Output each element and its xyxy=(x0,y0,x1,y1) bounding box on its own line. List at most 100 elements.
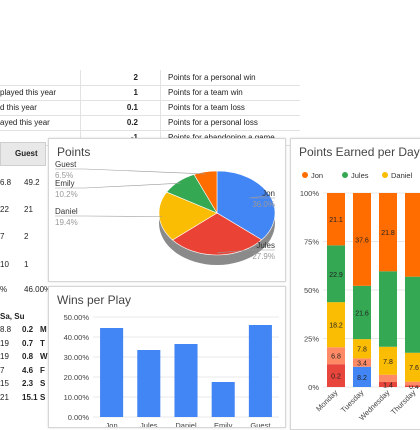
lower-cell: 15 xyxy=(0,379,9,388)
bar-y-tick: 10.00% xyxy=(64,393,90,402)
rule-row[interactable]: d this year 0.1 Points for a team loss xyxy=(0,100,300,116)
stack-segment-jules xyxy=(327,245,345,303)
stack-segment-jules xyxy=(379,271,397,347)
left-cell: 46.00% xyxy=(24,285,52,294)
lower-cell: 15.1 xyxy=(22,392,38,402)
stack-segment-jon xyxy=(405,193,420,277)
stack-data-label: 37.6 xyxy=(355,237,369,244)
pie-label: Jules xyxy=(256,241,275,250)
stack-data-label: 0.2 xyxy=(331,374,341,381)
left-cell: 2 xyxy=(24,232,29,241)
lower-cell: F xyxy=(40,365,45,375)
stack-segment-guest xyxy=(405,385,420,387)
guest-header-label: Guest xyxy=(15,149,38,158)
stack-segment-jules xyxy=(405,276,420,353)
grid-line xyxy=(80,70,81,140)
stack-segment-jon xyxy=(379,193,397,272)
bar-emily xyxy=(211,382,235,417)
lower-cell: 2.3 xyxy=(22,379,34,388)
stack-segment-jon xyxy=(327,193,345,246)
stack-data-label: 3.4 xyxy=(357,361,367,368)
rule-value: 0.2 xyxy=(126,118,138,127)
stack-segment-guest xyxy=(327,364,345,387)
wins-per-play-panel[interactable]: Wins per Play 0.00% 10.00% 20.00% 30.00% 40.… xyxy=(48,286,286,428)
stack-data-label: 7.8 xyxy=(383,359,393,366)
stack-y-tick: 75% xyxy=(304,238,319,247)
bar-x-tick: Jon xyxy=(106,421,118,427)
bar-y-tick: 30.00% xyxy=(64,353,90,362)
stack-segment-other xyxy=(379,374,397,382)
pie-leader-line xyxy=(248,195,275,199)
pie-slice-guest xyxy=(193,170,218,215)
pie-label: Jon xyxy=(262,189,275,198)
rule-row[interactable]: played this year 1 Points for a team win xyxy=(0,85,300,101)
rule-value: 2 xyxy=(133,73,138,82)
lower-cell: W xyxy=(40,352,48,361)
rule-description: Points for a team loss xyxy=(168,103,245,112)
stack-data-label: 8.2 xyxy=(357,375,367,382)
stack-segment-daniel xyxy=(405,352,420,382)
stack-y-tick: 25% xyxy=(304,335,319,344)
stack-segment-jon xyxy=(353,193,371,286)
pie-slice-jon xyxy=(216,170,276,241)
points-per-day-panel[interactable]: Points Earned per Day Jon Jules Daniel 0% 25… xyxy=(290,138,420,430)
bar-y-tick: 20.00% xyxy=(64,373,90,382)
rule-row[interactable]: ayed this year 0.2 Points for a personal l… xyxy=(0,115,300,131)
stack-y-tick: 0% xyxy=(308,383,319,392)
stack-data-label: 6.8 xyxy=(331,354,341,361)
stack-segment-daniel xyxy=(327,302,345,348)
stack-data-label: 21.8 xyxy=(381,230,395,237)
stack-segment-other xyxy=(327,347,345,365)
stack-data-label: 21.1 xyxy=(329,217,343,224)
column-header-guest[interactable]: Guest xyxy=(0,142,46,166)
lower-cell: 19 xyxy=(0,352,9,361)
stack-segment-emily xyxy=(353,366,371,387)
pie-label: Guest xyxy=(55,160,77,169)
lower-cell: 0.2 xyxy=(22,325,34,334)
rule-description: Points for a personal loss xyxy=(168,118,258,127)
bar-daniel xyxy=(174,344,198,417)
stack-data-label: 21.6 xyxy=(355,310,369,317)
wins-per-play-chart: 0.00% 10.00% 20.00% 30.00% 40.00% 50.00% Jon Ju… xyxy=(64,313,279,427)
pie-percent: 10.2% xyxy=(55,190,78,199)
lower-cell: S xyxy=(40,379,46,388)
pie-percent: 19.4% xyxy=(55,218,78,227)
lower-cell: 7 xyxy=(0,365,5,375)
left-cell: 7 xyxy=(0,232,5,241)
stack-segment-other xyxy=(405,381,420,386)
pie-leader-line xyxy=(55,215,163,217)
points-pie-chart: Jon 36.0% Jules 27.9% Daniel 19.4% Emily 10.2% G… xyxy=(55,160,276,265)
rule-description: Points for a personal win xyxy=(168,73,256,82)
pie-leader-line xyxy=(55,168,206,175)
lower-cell: M xyxy=(40,325,47,334)
stack-y-tick: 100% xyxy=(300,189,320,198)
pie-percent: 36.0% xyxy=(252,200,275,209)
lower-cell: 0.8 xyxy=(22,352,34,361)
bar-x-tick: Emily xyxy=(214,421,233,427)
rule-row[interactable]: 2 Points for a personal win xyxy=(0,70,300,86)
left-cell: % xyxy=(0,285,8,294)
bar-y-tick: 0.00% xyxy=(68,413,90,422)
rule-label: d this year xyxy=(0,103,37,112)
pie-chart-title: Points xyxy=(57,145,91,159)
legend-swatch-jules xyxy=(342,172,348,178)
lower-cell: S xyxy=(40,392,46,402)
bar-jon xyxy=(100,328,124,417)
lower-cell: 19 xyxy=(0,338,9,348)
stack-data-label: 22.9 xyxy=(329,272,343,279)
legend-swatch-jon xyxy=(302,172,308,178)
bar-y-tick: 50.00% xyxy=(64,313,90,322)
stack-y-tick: 50% xyxy=(304,286,319,295)
lower-cell: 4.6 xyxy=(22,365,34,375)
bar-x-tick: Jules xyxy=(140,421,158,427)
rule-label: played this year xyxy=(0,88,57,97)
points-pie-panel[interactable]: Points Jon 36.0% Jules 27.9% Daniel 19.4% Emil… xyxy=(48,138,286,282)
lower-cell: 21 xyxy=(0,392,9,402)
bar-y-tick: 40.00% xyxy=(64,333,90,342)
lower-cell: 8.8 xyxy=(0,325,12,334)
bar-chart-title: Wins per Play xyxy=(57,293,132,307)
stack-chart-title: Points Earned per Day xyxy=(299,145,420,159)
left-cell: 21 xyxy=(24,205,33,214)
left-cell: 1 xyxy=(24,260,29,269)
rule-value: -1 xyxy=(112,133,138,142)
